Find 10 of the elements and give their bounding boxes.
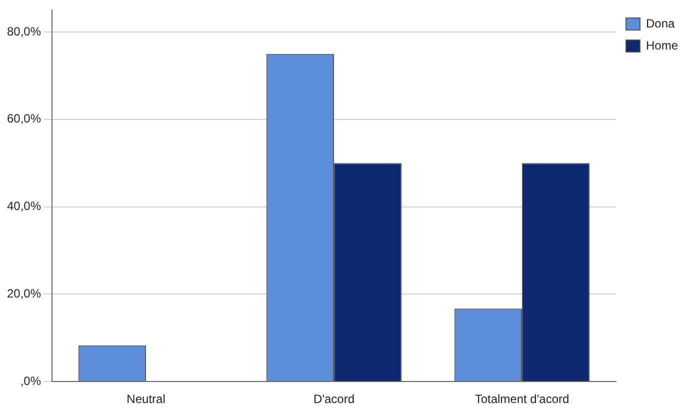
y-tick-label: 40,0% [6, 199, 42, 214]
legend-label: Home [646, 38, 678, 52]
legend-label: Dona [646, 16, 676, 30]
y-tick-label: 60,0% [6, 112, 42, 126]
y-tick-label: 20,0% [6, 286, 42, 301]
x-tick-label: D'acord [314, 392, 354, 406]
y-tick-label: ,0% [20, 374, 42, 388]
x-tick-label: Totalment d'acord [474, 392, 570, 406]
y-tick-label: 80,0% [6, 24, 42, 38]
x-tick-label: Neutral [126, 392, 166, 406]
